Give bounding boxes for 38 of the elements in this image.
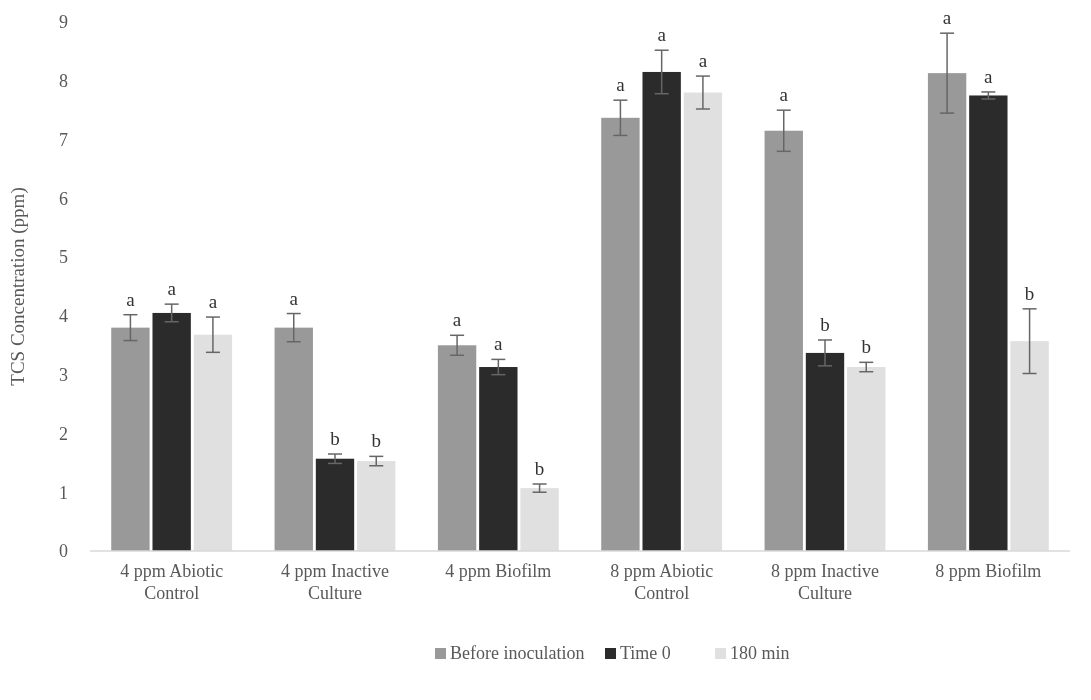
y-tick-label: 0 <box>59 541 68 562</box>
data-label: b <box>330 428 340 450</box>
y-tick-label: 5 <box>59 247 68 268</box>
x-tick-label: 8 ppm Biofilm <box>935 561 1042 581</box>
data-label: a <box>942 7 952 29</box>
data-label: a <box>494 333 504 355</box>
data-label: a <box>289 287 299 309</box>
x-tick-label: 4 ppm Biofilm <box>445 561 552 581</box>
y-tick-label: 7 <box>59 129 68 150</box>
data-label: b <box>534 457 545 479</box>
y-tick-label: 8 <box>59 71 68 92</box>
data-label: a <box>452 309 462 331</box>
y-axis-title: TCS Concentration (ppm) <box>7 187 29 386</box>
x-tick-label: 4 ppm Abiotic Control <box>120 561 224 603</box>
data-label: b <box>820 313 830 335</box>
data-label: a <box>167 278 177 300</box>
legend-label: 180 min <box>730 643 790 663</box>
x-tick-label: 8 ppm Abiotic Control <box>610 561 714 603</box>
data-label: a <box>698 50 708 72</box>
legend-label: Time 0 <box>620 643 671 663</box>
legend-label: Before inoculation <box>450 643 585 663</box>
y-tick-label: 6 <box>59 188 68 209</box>
data-label: b <box>371 430 381 452</box>
data-label: a <box>616 74 626 96</box>
y-tick-label: 4 <box>59 306 68 327</box>
y-tick-label: 2 <box>59 423 68 444</box>
x-tick-label: 8 ppm Inactive Culture <box>771 561 879 603</box>
data-label: b <box>861 336 871 358</box>
data-label: b <box>1024 282 1035 304</box>
data-label: a <box>779 84 789 106</box>
data-label: a <box>984 65 994 87</box>
data-label: a <box>657 24 667 46</box>
y-tick-label: 1 <box>59 482 68 503</box>
data-label: a <box>208 291 218 313</box>
y-tick-label: 9 <box>59 12 68 33</box>
y-tick-label: 3 <box>59 364 68 385</box>
x-tick-label: 4 ppm Inactive Culture <box>281 561 389 603</box>
data-label: a <box>126 288 136 310</box>
